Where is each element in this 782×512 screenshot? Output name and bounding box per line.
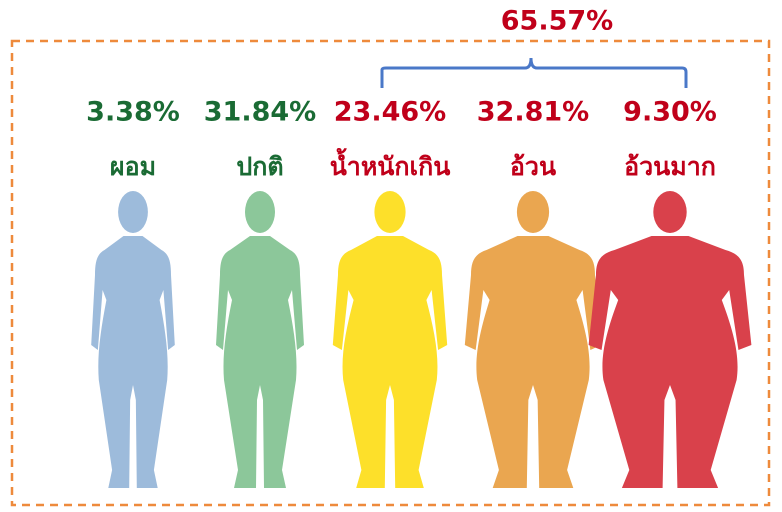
body-silhouette — [588, 191, 752, 488]
body — [464, 236, 602, 488]
head — [653, 191, 687, 233]
percent: 9.30% — [623, 97, 717, 128]
category-label: อ้วน — [510, 152, 556, 181]
head — [374, 191, 406, 233]
head — [516, 191, 550, 233]
category-label: น้ำหนักเกิน — [330, 147, 451, 181]
total-percent: 65.57% — [501, 6, 613, 37]
percent: 32.81% — [477, 97, 589, 128]
percent: 23.46% — [334, 97, 446, 128]
head — [118, 191, 148, 233]
category-label: ผอม — [110, 152, 156, 181]
body-silhouette — [91, 191, 175, 488]
body — [588, 236, 752, 488]
body-silhouette — [332, 191, 448, 488]
body-silhouette — [464, 191, 602, 488]
percent: 3.38% — [86, 97, 180, 128]
percent: 31.84% — [204, 97, 316, 128]
body — [332, 236, 448, 488]
category-label: ปกติ — [236, 152, 283, 181]
head — [245, 191, 275, 233]
bracket — [380, 57, 688, 88]
dashed-frame — [10, 39, 771, 507]
body-silhouette — [216, 191, 304, 488]
items: 3.38% ผอม 31.84% ปกติ 23.46% น้ำหนักเกิน 32.81… — [86, 97, 752, 488]
body — [216, 236, 304, 488]
body — [91, 236, 175, 488]
category-label: อ้วนมาก — [624, 152, 716, 181]
